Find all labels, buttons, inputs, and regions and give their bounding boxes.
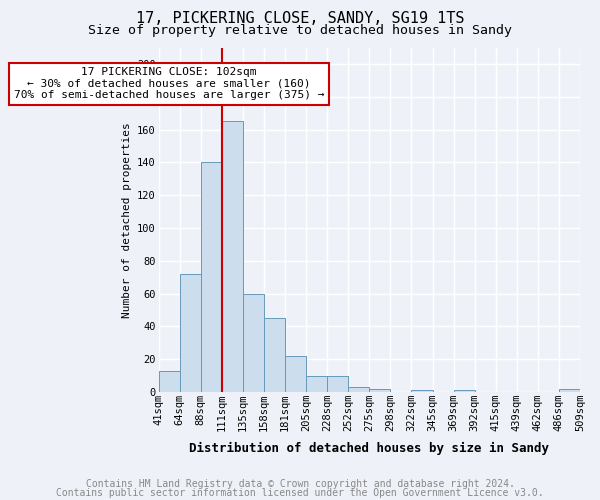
Y-axis label: Number of detached properties: Number of detached properties [122,122,131,318]
Bar [158,370,179,392]
Text: Contains public sector information licensed under the Open Government Licence v3: Contains public sector information licen… [56,488,544,498]
Bar [285,356,306,392]
Bar [243,294,264,392]
Bar [201,162,222,392]
Text: Contains HM Land Registry data © Crown copyright and database right 2024.: Contains HM Land Registry data © Crown c… [86,479,514,489]
Bar [412,390,433,392]
Bar [179,274,201,392]
Bar [222,122,243,392]
Bar [306,376,327,392]
Text: Size of property relative to detached houses in Sandy: Size of property relative to detached ho… [88,24,512,37]
Bar [370,388,391,392]
Bar [264,318,285,392]
Text: 17 PICKERING CLOSE: 102sqm
← 30% of detached houses are smaller (160)
70% of sem: 17 PICKERING CLOSE: 102sqm ← 30% of deta… [14,67,325,100]
Bar [348,387,370,392]
X-axis label: Distribution of detached houses by size in Sandy: Distribution of detached houses by size … [190,442,550,455]
Bar [454,390,475,392]
Bar [327,376,348,392]
Bar [559,388,580,392]
Text: 17, PICKERING CLOSE, SANDY, SG19 1TS: 17, PICKERING CLOSE, SANDY, SG19 1TS [136,11,464,26]
